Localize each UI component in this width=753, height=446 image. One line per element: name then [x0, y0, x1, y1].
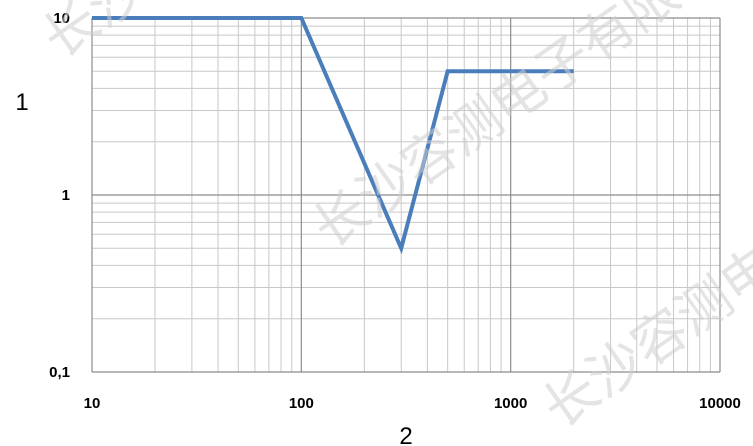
major-gridlines: [91, 17, 721, 373]
series-layer: [92, 16, 574, 255]
x-axis-title: 2: [399, 423, 412, 446]
x-tick-label: 100: [289, 395, 314, 412]
y-tick-label: 1: [62, 187, 70, 204]
x-tick-label: 1000: [494, 395, 527, 412]
y-tick-label: 10: [53, 10, 70, 27]
x-tick-label: 10: [84, 395, 101, 412]
series-line-0: [92, 16, 574, 255]
watermark-text: 长沙容测电子有限公司: [301, 0, 753, 261]
watermark: 长沙容测电子有限公司长沙容测电子有限公司长沙容测电子有限公司: [31, 0, 753, 441]
x-tick-labels: 10 100 1000 10000: [84, 395, 741, 412]
y-tick-label: 0,1: [49, 364, 70, 381]
x-tick-label: 10000: [699, 395, 741, 412]
y-axis-title: 1: [15, 89, 28, 116]
y-tick-labels: 0,1 1 10: [49, 10, 70, 381]
